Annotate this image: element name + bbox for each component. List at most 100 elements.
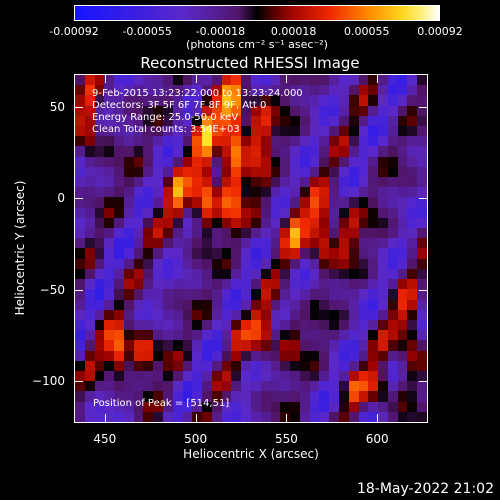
heatmap-cell bbox=[250, 330, 261, 341]
heatmap-cell bbox=[94, 146, 105, 157]
heatmap-cell bbox=[407, 248, 418, 259]
heatmap-cell bbox=[358, 238, 369, 249]
heatmap-cell bbox=[133, 360, 144, 371]
heatmap-cell bbox=[290, 330, 300, 341]
heatmap-cell bbox=[202, 197, 212, 208]
heatmap-cell bbox=[162, 187, 173, 198]
heatmap-cell bbox=[260, 156, 271, 167]
heatmap-cell bbox=[75, 360, 85, 371]
heatmap-cell bbox=[407, 330, 418, 341]
heatmap-cell bbox=[172, 85, 183, 96]
heatmap-cell bbox=[123, 115, 134, 127]
heatmap-cell bbox=[397, 115, 408, 127]
heatmap-cell bbox=[192, 146, 203, 157]
heatmap-cell bbox=[84, 350, 95, 361]
heatmap-cell bbox=[94, 401, 105, 412]
heatmap-cell bbox=[172, 217, 183, 229]
heatmap-cell bbox=[94, 248, 105, 259]
heatmap-cell bbox=[378, 299, 388, 310]
plot-area bbox=[74, 74, 428, 423]
heatmap-cell bbox=[250, 75, 261, 86]
heatmap-cell bbox=[280, 391, 291, 402]
heatmap-cell bbox=[250, 299, 261, 310]
heatmap-cell bbox=[143, 360, 154, 371]
heatmap-cell bbox=[250, 126, 261, 137]
heatmap-cell bbox=[202, 228, 212, 239]
heatmap-cell bbox=[407, 187, 418, 198]
heatmap-cell bbox=[241, 391, 251, 402]
heatmap-cell bbox=[211, 238, 222, 249]
heatmap-cell bbox=[338, 95, 349, 106]
heatmap-cell bbox=[94, 268, 105, 280]
heatmap-cell bbox=[309, 360, 320, 371]
heatmap-cell bbox=[290, 85, 300, 96]
heatmap-cell bbox=[417, 105, 427, 116]
heatmap-grid bbox=[75, 75, 427, 422]
heatmap-cell bbox=[397, 319, 408, 331]
heatmap-cell bbox=[133, 401, 144, 412]
heatmap-cell bbox=[172, 299, 183, 310]
heatmap-cell bbox=[182, 289, 193, 300]
heatmap-cell bbox=[143, 391, 154, 402]
heatmap-cell bbox=[114, 360, 124, 371]
heatmap-cell bbox=[143, 350, 154, 361]
heatmap-cell bbox=[241, 289, 251, 300]
heatmap-cell bbox=[299, 309, 310, 320]
heatmap-cell bbox=[290, 401, 300, 412]
heatmap-cell bbox=[397, 95, 408, 106]
heatmap-cell bbox=[348, 156, 359, 167]
heatmap-cell bbox=[221, 401, 232, 412]
heatmap-cell bbox=[182, 126, 193, 137]
heatmap-cell bbox=[309, 350, 320, 361]
heatmap-cell bbox=[182, 391, 193, 402]
heatmap-cell bbox=[397, 381, 408, 392]
heatmap-cell bbox=[338, 75, 349, 86]
heatmap-cell bbox=[299, 411, 310, 422]
heatmap-cell bbox=[309, 75, 320, 86]
heatmap-cell bbox=[387, 360, 398, 371]
heatmap-cell bbox=[162, 136, 173, 147]
heatmap-cell bbox=[104, 95, 115, 106]
heatmap-cell bbox=[104, 207, 115, 218]
heatmap-cell bbox=[143, 197, 154, 208]
heatmap-cell bbox=[387, 197, 398, 208]
heatmap-cell bbox=[270, 166, 281, 178]
heatmap-cell bbox=[211, 146, 222, 157]
heatmap-cell bbox=[133, 105, 144, 116]
heatmap-cell bbox=[378, 268, 388, 280]
heatmap-cell bbox=[270, 126, 281, 137]
y-tick-label: 50 bbox=[49, 99, 65, 114]
heatmap-cell bbox=[270, 187, 281, 198]
heatmap-cell bbox=[348, 248, 359, 259]
heatmap-cell bbox=[338, 136, 349, 147]
heatmap-cell bbox=[143, 370, 154, 382]
heatmap-cell bbox=[358, 136, 369, 147]
heatmap-cell bbox=[104, 85, 115, 96]
heatmap-cell bbox=[348, 126, 359, 137]
heatmap-cell bbox=[94, 105, 105, 116]
heatmap-cell bbox=[358, 258, 369, 269]
heatmap-cell bbox=[260, 248, 271, 259]
heatmap-cell bbox=[114, 391, 124, 402]
heatmap-cell bbox=[290, 126, 300, 137]
heatmap-cell bbox=[94, 207, 105, 218]
heatmap-cell bbox=[123, 401, 134, 412]
heatmap-cell bbox=[241, 330, 251, 341]
heatmap-cell bbox=[94, 197, 105, 208]
heatmap-cell bbox=[358, 197, 369, 208]
heatmap-cell bbox=[192, 268, 203, 280]
heatmap-cell bbox=[417, 95, 427, 106]
chart-title: Reconstructed RHESSI Image bbox=[140, 54, 360, 72]
heatmap-cell bbox=[241, 299, 251, 310]
heatmap-cell bbox=[143, 319, 154, 331]
heatmap-cell bbox=[309, 197, 320, 208]
heatmap-cell bbox=[387, 75, 398, 86]
heatmap-cell bbox=[260, 391, 271, 402]
heatmap-cell bbox=[202, 340, 212, 351]
heatmap-cell bbox=[319, 95, 330, 106]
heatmap-cell bbox=[202, 330, 212, 341]
heatmap-cell bbox=[368, 187, 379, 198]
heatmap-cell bbox=[299, 115, 310, 127]
heatmap-cell bbox=[143, 126, 154, 137]
heatmap-cell bbox=[387, 187, 398, 198]
